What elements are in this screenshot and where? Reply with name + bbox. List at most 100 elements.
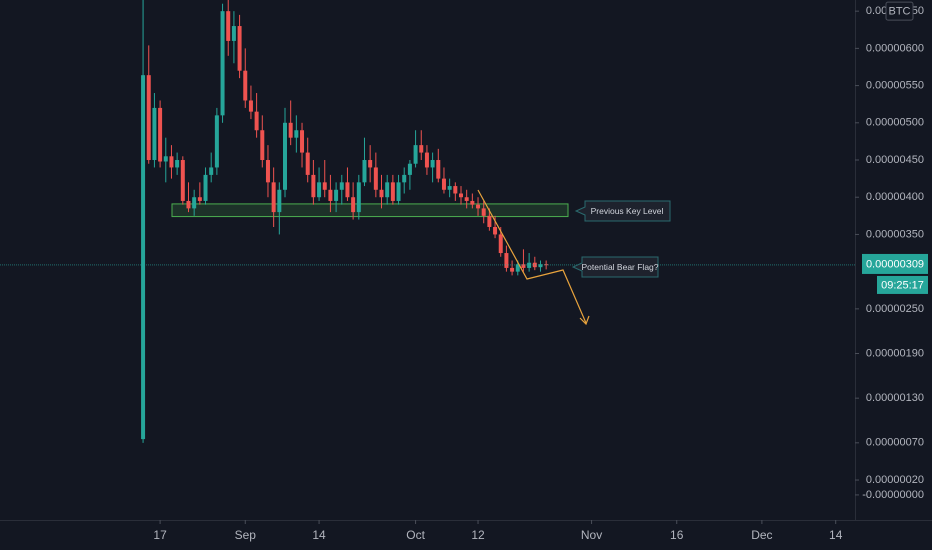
- candle-body: [441, 178, 446, 190]
- candle-body: [283, 122, 287, 190]
- candle-body: [186, 200, 191, 209]
- candle-body: [163, 156, 168, 162]
- candle-body: [243, 70, 248, 101]
- callout-text: Potential Bear Flag?: [581, 262, 658, 272]
- candle-body: [351, 197, 356, 213]
- candle-body: [265, 160, 270, 183]
- countdown-box: [877, 275, 928, 294]
- x-tick-label: Oct: [406, 528, 425, 542]
- x-tick-label: 16: [670, 528, 684, 542]
- candle-body: [402, 174, 407, 183]
- callout: Previous Key Level: [574, 200, 671, 222]
- candle-body: [169, 156, 174, 168]
- candle-body: [407, 163, 412, 175]
- axes: 0.000006500.000006000.000005500.00000500…: [153, 1, 928, 542]
- candle-body: [493, 226, 498, 235]
- candle-body: [248, 100, 253, 112]
- candle-body: [453, 186, 458, 194]
- candle-body: [158, 107, 163, 162]
- y-tick-label: 0.00000020: [866, 474, 924, 486]
- candle-body: [175, 160, 180, 168]
- candle-body: [510, 267, 515, 272]
- y-tick-label: -0.00000000: [862, 489, 924, 501]
- candle-body: [260, 130, 265, 161]
- currency-label: BTC: [889, 6, 911, 18]
- candle-body: [481, 208, 486, 216]
- y-tick-label: 0.00000070: [866, 437, 924, 449]
- y-tick-label: 0.00000400: [866, 191, 924, 203]
- candle-body: [436, 160, 441, 179]
- candle-body: [470, 200, 475, 205]
- candle-body: [356, 182, 361, 213]
- candle-body: [413, 145, 418, 164]
- candle-body: [328, 189, 333, 201]
- candle-body: [390, 182, 395, 201]
- x-tick-label: Sep: [235, 528, 257, 542]
- y-tick-label: 0.00000600: [866, 42, 924, 54]
- candle-body: [476, 204, 481, 209]
- y-tick-label: 0.00000350: [866, 228, 924, 240]
- flag-arrowhead: [579, 315, 590, 326]
- candle-body: [226, 11, 231, 41]
- candle-body: [152, 107, 157, 161]
- plot-area: [0, 0, 855, 443]
- candle-body: [209, 167, 214, 175]
- price-label-box: [862, 253, 928, 274]
- candle-body: [254, 111, 259, 131]
- candle-body: [334, 189, 339, 201]
- x-tick-label: 14: [829, 528, 843, 542]
- candle-body: [521, 264, 526, 268]
- candle-body: [214, 115, 219, 168]
- candle-body: [322, 182, 327, 190]
- currency-badge: [885, 1, 914, 21]
- x-tick-label: 14: [312, 528, 326, 542]
- y-tick-label: 0.00000130: [866, 392, 924, 404]
- candle-body: [498, 234, 503, 254]
- candle-body: [527, 262, 532, 268]
- price-label: 0.00000309: [866, 258, 924, 270]
- candle-body: [430, 160, 435, 168]
- x-tick-label: Dec: [751, 528, 772, 542]
- candle-body: [373, 167, 378, 190]
- candle-body: [379, 189, 384, 198]
- candle-body: [339, 182, 344, 190]
- candle-body: [192, 197, 197, 209]
- y-tick-label: 0.00000190: [866, 347, 924, 359]
- candle-body: [515, 264, 520, 272]
- y-tick-label: 0.00000450: [866, 154, 924, 166]
- candle-body: [288, 122, 293, 138]
- callout-box: [574, 200, 671, 222]
- candle-body: [231, 26, 236, 41]
- candle-body: [419, 145, 424, 153]
- candle-body: [180, 160, 185, 201]
- y-tick-label: 0.00000500: [866, 117, 924, 129]
- candle-body: [447, 186, 452, 190]
- candle-body: [311, 174, 316, 198]
- candle-body: [385, 182, 390, 198]
- candle-body: [368, 160, 373, 168]
- candle-body: [396, 182, 401, 201]
- candle-body: [458, 193, 463, 198]
- candle-body: [538, 264, 543, 268]
- candle-body: [271, 182, 276, 213]
- y-tick-label: 0.00000550: [866, 79, 924, 91]
- candle-body: [487, 215, 492, 227]
- candle-body: [345, 182, 350, 198]
- callout-text: Previous Key Level: [591, 206, 664, 216]
- y-tick-label: 0.00000250: [866, 303, 924, 315]
- x-tick-label: Nov: [581, 528, 602, 542]
- x-tick-label: 17: [153, 528, 167, 542]
- flag-drawing: [477, 189, 587, 324]
- candle-body: [300, 130, 305, 153]
- candle-body: [203, 174, 208, 201]
- candle-body: [294, 130, 299, 138]
- candle-body: [141, 75, 146, 440]
- candle-body: [220, 11, 225, 116]
- candle-body: [277, 189, 282, 213]
- countdown-label: 09:25:17: [881, 279, 924, 291]
- candle-body: [237, 26, 242, 71]
- x-tick-label: 12: [471, 528, 485, 542]
- candle-body: [305, 152, 310, 175]
- candle-body: [362, 160, 367, 183]
